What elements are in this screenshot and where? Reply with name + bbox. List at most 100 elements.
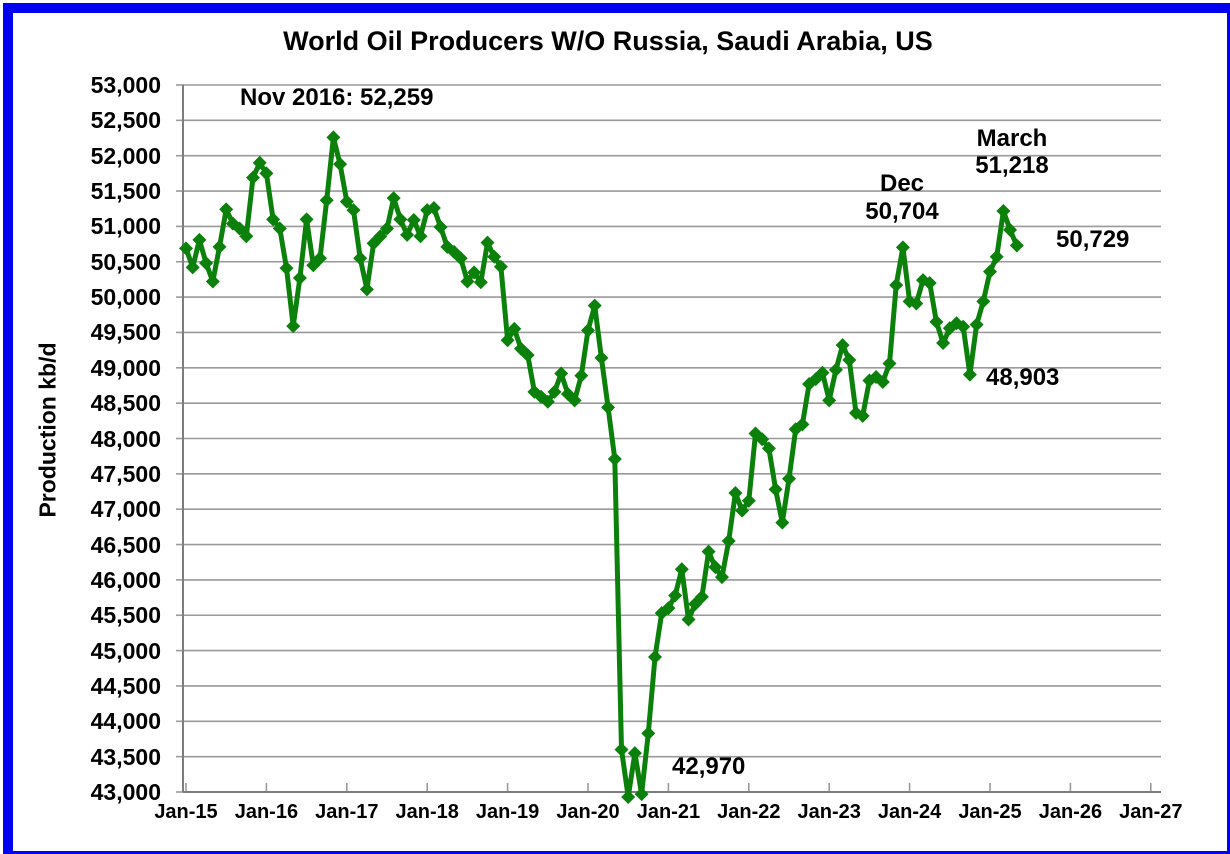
y-tick-label: 52,000 — [90, 142, 161, 169]
data-point-marker — [701, 544, 716, 559]
annotation-dec-2023-value: 50,704 — [865, 198, 939, 225]
data-point-marker — [795, 417, 810, 432]
data-point-marker — [782, 471, 796, 486]
data-point-marker — [735, 503, 750, 518]
data-point-marker — [721, 534, 736, 549]
x-tick-label: Jan-15 — [154, 801, 218, 823]
data-point-marker — [929, 314, 944, 329]
data-point-marker — [406, 213, 421, 228]
data-point-marker — [520, 348, 535, 363]
data-point-marker — [969, 317, 984, 332]
data-point-marker — [875, 374, 890, 389]
chart-title: World Oil Producers W/O Russia, Saudi Ar… — [283, 26, 933, 56]
data-point-marker — [373, 229, 388, 244]
data-point-marker — [319, 193, 334, 208]
data-point-marker — [828, 362, 843, 377]
y-tick-label: 50,500 — [90, 248, 161, 275]
data-point-marker — [299, 212, 314, 227]
data-point-marker — [333, 157, 348, 172]
data-point-marker — [882, 356, 897, 371]
data-point-marker — [426, 201, 441, 216]
data-point-marker — [641, 726, 656, 741]
data-point-marker — [755, 432, 770, 447]
data-point-marker — [246, 170, 260, 185]
data-point-marker — [627, 746, 642, 761]
y-tick-label: 46,500 — [90, 531, 161, 558]
x-tick-label: Jan-26 — [1038, 801, 1103, 823]
y-tick-label: 45,500 — [90, 602, 161, 629]
data-point-marker — [661, 601, 676, 616]
data-point-marker — [989, 249, 1004, 264]
data-point-marker — [493, 259, 508, 274]
data-point-marker — [956, 319, 971, 334]
data-point-marker — [842, 353, 857, 368]
y-tick-label: 53,000 — [90, 72, 161, 98]
data-point-marker — [674, 562, 689, 577]
x-tick-label: Jan-27 — [1119, 801, 1183, 823]
data-point-marker — [889, 278, 904, 293]
data-point-marker — [192, 232, 207, 247]
data-point-marker — [621, 789, 636, 804]
data-point-marker — [567, 393, 582, 408]
x-tick-label: Jan-24 — [877, 801, 942, 823]
data-point-marker — [272, 221, 287, 236]
data-point-marker — [380, 221, 394, 236]
data-point-marker — [205, 274, 220, 289]
x-tick-label: Jan-25 — [958, 801, 1022, 823]
y-tick-label: 48,500 — [90, 390, 161, 417]
data-point-marker — [648, 649, 662, 664]
x-tick-label: Jan-19 — [475, 801, 540, 823]
data-point-marker — [895, 240, 910, 255]
data-point-marker — [728, 485, 743, 500]
data-point-marker — [467, 265, 482, 280]
data-point-marker — [413, 229, 428, 244]
y-tick-label: 48,000 — [90, 425, 161, 452]
x-tick-label: Jan-17 — [315, 801, 379, 823]
data-point-marker — [614, 742, 629, 757]
data-point-marker — [185, 260, 200, 275]
data-point-marker — [400, 227, 415, 242]
data-point-marker — [768, 482, 783, 497]
data-point-marker — [815, 365, 830, 380]
data-point-marker — [487, 249, 502, 264]
x-tick-label: Jan-20 — [556, 801, 620, 823]
data-point-marker — [922, 275, 937, 290]
annotation-2020-minimum-value: 42,970 — [672, 753, 746, 780]
data-point-marker — [286, 319, 301, 334]
y-tick-label: 47,500 — [90, 460, 161, 487]
data-point-marker — [581, 323, 595, 338]
data-point-marker — [1003, 222, 1018, 237]
data-point-marker — [741, 493, 756, 508]
data-point-marker — [219, 202, 234, 217]
data-point-marker — [540, 394, 555, 409]
data-point-marker — [179, 241, 193, 256]
y-tick-label: 44,500 — [90, 672, 161, 699]
y-tick-label: 50,000 — [90, 284, 161, 311]
data-point-marker — [601, 400, 616, 415]
data-point-marker — [607, 452, 622, 467]
data-point-marker — [634, 787, 649, 802]
data-point-marker — [353, 251, 368, 266]
data-point-marker — [433, 220, 448, 235]
x-tick-label: Jan-22 — [717, 801, 781, 823]
data-point-marker — [694, 589, 709, 604]
y-tick-label: 51,000 — [90, 213, 161, 240]
data-point-marker — [547, 384, 562, 399]
data-point-marker — [708, 560, 723, 575]
data-point-marker — [252, 155, 267, 170]
data-point-marker — [1009, 238, 1024, 253]
data-point-marker — [587, 298, 602, 313]
data-point-marker — [279, 261, 294, 276]
x-tick-label: Jan-21 — [636, 801, 701, 823]
y-tick-label: 46,000 — [90, 566, 161, 593]
y-tick-label: 49,000 — [90, 354, 161, 381]
y-tick-label: 47,000 — [90, 496, 161, 523]
data-point-marker — [359, 282, 374, 297]
x-tick-label: Jan-23 — [797, 801, 861, 823]
data-point-marker — [453, 251, 468, 266]
data-point-marker — [822, 393, 837, 408]
data-point-marker — [473, 275, 488, 290]
data-point-marker — [313, 251, 327, 266]
data-point-marker — [393, 212, 408, 227]
